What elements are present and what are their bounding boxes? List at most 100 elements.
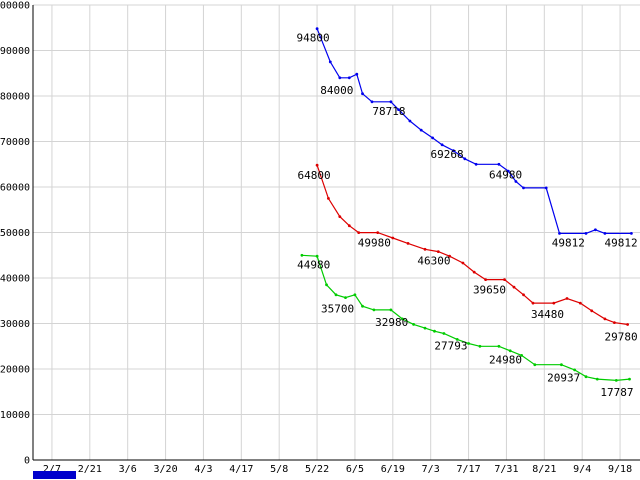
red-series-point <box>565 297 569 300</box>
x-tick-label: 5/8 <box>270 464 288 475</box>
green-series-point <box>455 338 459 341</box>
x-tick-label: 7/3 <box>422 464 440 475</box>
green-series-point <box>400 317 404 321</box>
green-series-point <box>423 326 427 330</box>
red-series-point <box>552 301 556 305</box>
red-series-point <box>315 163 319 167</box>
blue-series-point <box>558 232 561 235</box>
x-tick-label: 3/6 <box>119 464 137 475</box>
blue-series-point <box>397 108 400 111</box>
green-series-point <box>508 349 512 353</box>
green-series-point <box>412 323 415 326</box>
y-tick-label: 30000 <box>0 319 30 330</box>
blue-series-point <box>522 186 525 190</box>
data-label: 27793 <box>434 340 467 353</box>
red-series-point <box>522 293 525 297</box>
red-series-point <box>578 301 582 305</box>
blue-series-point <box>419 128 423 132</box>
x-tick-label: 5/22 <box>305 464 329 475</box>
green-series-point <box>372 308 376 312</box>
green-series-point <box>584 375 588 379</box>
data-label: 49812 <box>605 236 638 249</box>
green-series-point <box>478 344 482 348</box>
red-series-point <box>603 317 607 321</box>
green-series-point <box>325 283 328 287</box>
y-tick-label: 0 <box>24 456 30 467</box>
red-series-point <box>406 242 410 245</box>
green-series-point <box>389 308 393 312</box>
blue-series-point <box>361 92 364 96</box>
red-series-point <box>423 247 427 251</box>
data-label: 29780 <box>605 331 638 344</box>
data-label: 69268 <box>431 148 464 161</box>
blue-series-point <box>497 162 501 166</box>
data-label: 46300 <box>417 254 450 267</box>
data-label: 78718 <box>372 105 405 118</box>
blue-series-point <box>603 232 607 235</box>
x-tick-label: 8/21 <box>532 464 556 475</box>
blue-series-line <box>316 28 632 234</box>
blue-series-point <box>630 232 633 235</box>
x-tick-label: 2/21 <box>78 464 102 475</box>
blue-series-point <box>440 143 444 147</box>
x-tick-label: 3/20 <box>154 464 178 475</box>
red-series-point <box>531 301 535 305</box>
y-tick-label: 10000 <box>0 410 30 421</box>
blue-series-point <box>315 27 319 31</box>
data-label: 94800 <box>297 32 330 45</box>
green-series-point <box>520 354 523 357</box>
x-tick-label: 6/19 <box>381 464 405 475</box>
red-series-point <box>391 236 395 240</box>
green-series-point <box>614 379 618 382</box>
green-series-point <box>573 368 576 372</box>
data-label: 32980 <box>375 316 408 329</box>
red-series-point <box>327 197 330 200</box>
y-tick-label: 90000 <box>0 46 30 57</box>
blue-series-point <box>514 180 518 183</box>
green-series-point <box>344 296 347 299</box>
red-series-point <box>376 231 380 235</box>
green-series-point <box>361 304 364 308</box>
red-series-point <box>503 278 506 281</box>
red-series-point <box>613 321 616 324</box>
green-series-point <box>433 329 436 333</box>
y-tick-label: 60000 <box>0 183 30 194</box>
green-series-point <box>497 344 501 348</box>
data-label: 84000 <box>320 84 353 97</box>
red-series-point <box>512 285 516 289</box>
data-label: 49812 <box>552 236 585 249</box>
green-series-point <box>334 293 338 297</box>
y-tick-label: 80000 <box>0 92 30 103</box>
y-tick-label: 100000 <box>0 1 30 12</box>
x-tick-label: 7/31 <box>494 464 518 475</box>
red-series-point <box>347 224 351 228</box>
x-tick-label: 2/7 <box>43 464 61 475</box>
blue-series-point <box>408 119 412 123</box>
green-series-point <box>315 254 319 258</box>
blue-series-point <box>389 100 393 104</box>
data-label: 64980 <box>489 168 522 181</box>
blue-series-point <box>338 76 342 80</box>
blue-series-point <box>506 169 510 173</box>
y-tick-label: 50000 <box>0 228 30 239</box>
blue-series-point <box>452 149 455 153</box>
red-series-point <box>626 323 629 326</box>
data-label: 17787 <box>600 386 633 399</box>
y-tick-label: 40000 <box>0 274 30 285</box>
data-label: 24980 <box>489 353 522 366</box>
bottom-left-marker <box>33 471 76 479</box>
green-series-point <box>628 377 631 381</box>
x-tick-label: 6/5 <box>346 464 364 475</box>
blue-series-point <box>463 157 467 161</box>
green-series-point <box>467 342 470 345</box>
red-series-point <box>448 254 451 258</box>
x-tick-label: 4/17 <box>229 464 253 475</box>
blue-series-point <box>594 228 597 232</box>
data-label: 35700 <box>321 303 354 316</box>
blue-series-point <box>328 60 332 64</box>
green-series-point <box>595 377 599 381</box>
y-tick-label: 20000 <box>0 365 30 376</box>
blue-series-point <box>370 100 374 104</box>
data-label: 64800 <box>298 169 331 182</box>
